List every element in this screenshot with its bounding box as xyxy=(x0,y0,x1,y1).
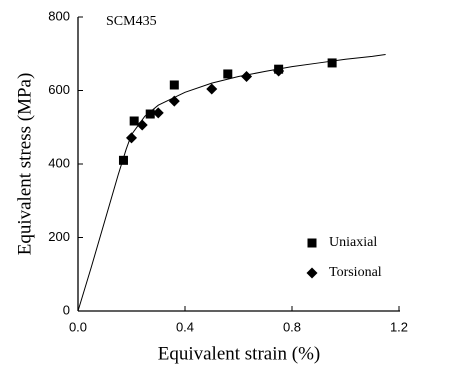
square-marker xyxy=(129,116,139,126)
y-tick-label: 0 xyxy=(63,302,70,317)
diamond-marker xyxy=(273,65,285,77)
diamond-marker xyxy=(152,107,164,119)
x-tick-label: 0.0 xyxy=(69,319,87,334)
diamond-marker xyxy=(136,119,148,131)
diamond-marker xyxy=(241,71,253,83)
legend-label: Uniaxial xyxy=(329,235,377,250)
square-marker xyxy=(118,155,128,165)
x-tick-label: 0.4 xyxy=(176,319,194,334)
x-tick-label: 0.8 xyxy=(283,319,301,334)
diamond-marker xyxy=(168,95,180,107)
y-axis-label: Equivalent stress (MPa) xyxy=(14,73,35,256)
x-tick-label: 1.2 xyxy=(390,319,408,334)
y-tick-label: 600 xyxy=(48,82,70,97)
square-marker xyxy=(169,80,179,90)
y-tick-label: 400 xyxy=(48,155,70,170)
square-marker xyxy=(327,58,337,68)
diamond-marker xyxy=(126,132,137,144)
square-marker xyxy=(223,69,233,79)
y-tick-label: 200 xyxy=(48,229,70,244)
square-marker xyxy=(307,238,317,248)
x-axis-label: Equivalent strain (%) xyxy=(158,343,321,364)
annotation: SCM435 xyxy=(106,14,157,29)
y-tick-label: 800 xyxy=(48,8,70,23)
diamond-marker xyxy=(206,83,218,95)
legend-label: Torsional xyxy=(329,265,382,280)
diamond-marker xyxy=(306,267,318,279)
square-marker xyxy=(145,109,155,119)
